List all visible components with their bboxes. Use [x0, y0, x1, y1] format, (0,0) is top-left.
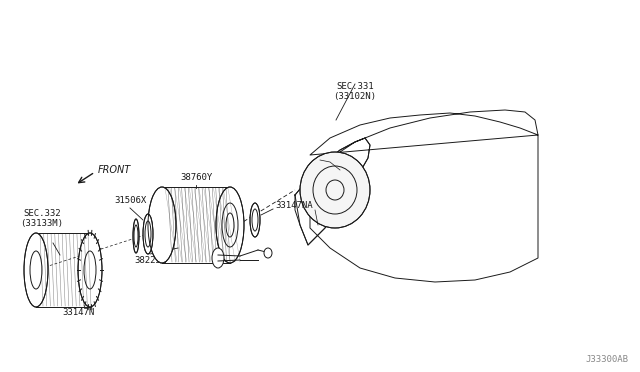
- Ellipse shape: [143, 214, 153, 254]
- Text: J33300AB: J33300AB: [585, 355, 628, 364]
- Ellipse shape: [212, 248, 224, 268]
- Ellipse shape: [78, 233, 102, 307]
- Text: SEC.332
(33133M): SEC.332 (33133M): [20, 209, 63, 228]
- Text: FRONT: FRONT: [98, 165, 131, 175]
- Text: 38225M: 38225M: [134, 256, 166, 265]
- Ellipse shape: [216, 187, 244, 263]
- Ellipse shape: [300, 152, 370, 228]
- Ellipse shape: [133, 219, 139, 253]
- Ellipse shape: [148, 187, 176, 263]
- Ellipse shape: [264, 248, 272, 258]
- Text: SEC.331
(33102N): SEC.331 (33102N): [333, 82, 376, 102]
- Ellipse shape: [250, 203, 260, 237]
- Text: 33147NA: 33147NA: [275, 201, 312, 209]
- Text: 38760Y: 38760Y: [180, 173, 212, 182]
- Text: 31506X: 31506X: [114, 196, 146, 205]
- Text: 33147N: 33147N: [62, 308, 94, 317]
- Ellipse shape: [24, 233, 48, 307]
